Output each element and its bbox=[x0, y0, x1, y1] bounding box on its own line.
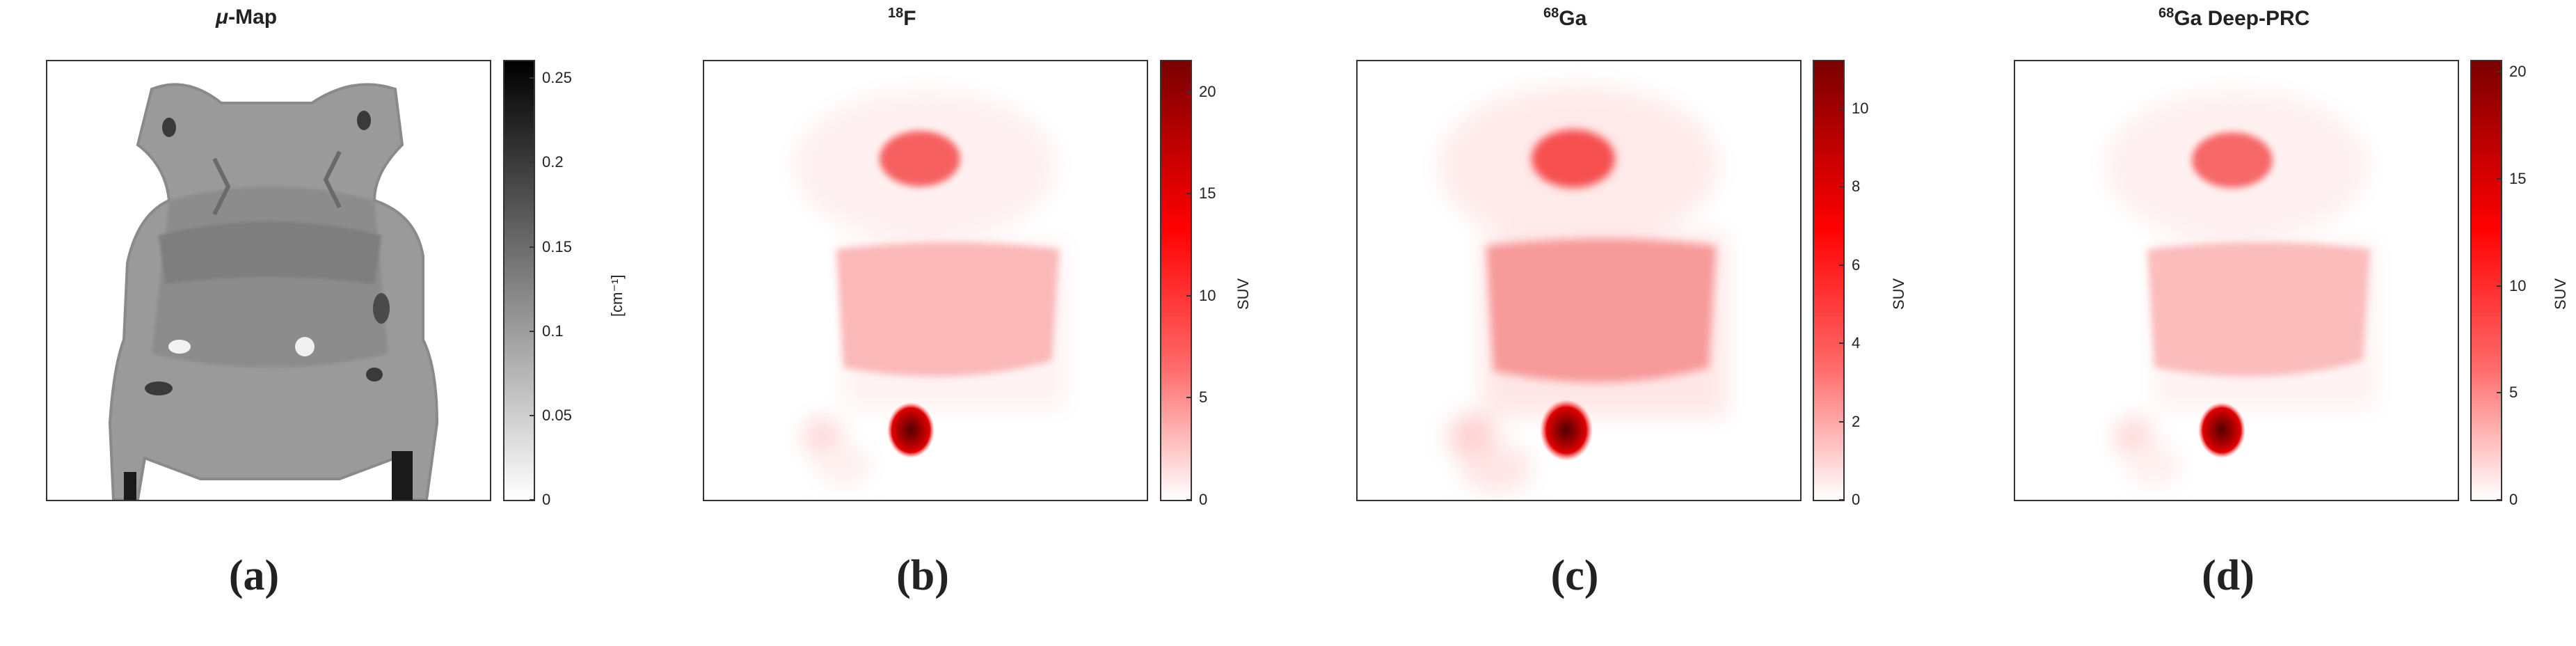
colorbar-b bbox=[1160, 60, 1192, 501]
colorbar-c-tick-label: 8 bbox=[1852, 178, 1861, 195]
panel-c: 68Ga bbox=[1308, 0, 1952, 646]
colorbar-a-tick-label: 0.15 bbox=[542, 237, 572, 255]
colorbar-c-tick-label: 10 bbox=[1852, 99, 1869, 117]
colorbar-b-tick-mark bbox=[1186, 397, 1192, 399]
colorbar-d-tick-label: 10 bbox=[2509, 276, 2527, 294]
colorbar-a-tick-mark bbox=[530, 499, 535, 501]
colorbar-a-tick-label: 0.05 bbox=[542, 406, 572, 424]
colorbar-d-tick-mark bbox=[2497, 285, 2502, 287]
colorbar-a-tick-mark bbox=[530, 246, 535, 248]
colorbar-a-tick-mark bbox=[530, 162, 535, 164]
panel-a: μ-Map 0.25 0.2 0.15 0.1 0.05 0 [cm⁻¹] (a) bbox=[0, 0, 644, 646]
colorbar-a-tick-label: 0.25 bbox=[542, 69, 572, 87]
panel-d-title: 68Ga Deep-PRC bbox=[2158, 6, 2310, 30]
panel-c-label: (c) bbox=[1550, 552, 1599, 599]
colorbar-d-tick-mark bbox=[2497, 392, 2502, 394]
panel-b-title: 18F bbox=[888, 6, 916, 30]
colorbar-a bbox=[503, 60, 535, 501]
colorbar-a-tick-mark bbox=[530, 414, 535, 416]
panel-b-label: (b) bbox=[896, 552, 949, 599]
colorbar-d-tick-mark bbox=[2497, 178, 2502, 180]
panel-c-title: 68Ga bbox=[1543, 6, 1587, 30]
panel-a-label: (a) bbox=[228, 552, 280, 599]
colorbar-a-tick-label: 0.2 bbox=[542, 153, 564, 171]
colorbar-d-tick-label: 20 bbox=[2509, 63, 2527, 81]
colorbar-c-unit-label: SUV bbox=[1890, 278, 1907, 310]
colorbar-c-tick-mark bbox=[1839, 420, 1845, 423]
colorbar-a-tick-label: 0.1 bbox=[542, 322, 564, 340]
colorbar-b-tick-label: 5 bbox=[1199, 388, 1208, 407]
mu-map-image bbox=[46, 60, 491, 501]
ga68-suv-image bbox=[1356, 60, 1802, 501]
colorbar-d-tick-mark bbox=[2497, 499, 2502, 501]
panel-b: 18F bbox=[654, 0, 1298, 646]
colorbar-b-tick-label: 10 bbox=[1199, 286, 1216, 304]
colorbar-d-tick-mark bbox=[2497, 71, 2502, 73]
colorbar-a-tick-mark bbox=[530, 330, 535, 332]
colorbar-d-tick-label: 5 bbox=[2509, 384, 2518, 402]
colorbar-c-tick-mark bbox=[1839, 186, 1845, 187]
colorbar-b-tick-mark bbox=[1186, 499, 1192, 501]
colorbar-d-tick-label: 15 bbox=[2509, 170, 2527, 188]
colorbar-d-tick-label: 0 bbox=[2509, 491, 2518, 508]
colorbar-b-tick-label: 20 bbox=[1199, 82, 1216, 100]
colorbar-c-tick-label: 4 bbox=[1852, 334, 1861, 352]
colorbar-b-tick-label: 0 bbox=[1199, 491, 1208, 508]
colorbar-c-tick-mark bbox=[1839, 342, 1845, 344]
colorbar-a-unit-label: [cm⁻¹] bbox=[608, 274, 626, 317]
colorbar-c-tick-label: 2 bbox=[1852, 412, 1861, 430]
colorbar-c-tick-mark bbox=[1839, 264, 1845, 266]
panel-d: 68Ga Deep-PRC bbox=[1962, 0, 2576, 646]
colorbar-b-unit-label: SUV bbox=[1234, 278, 1252, 310]
colorbar-b-tick-label: 15 bbox=[1199, 184, 1216, 203]
colorbar-b-tick-mark bbox=[1186, 294, 1192, 297]
colorbar-b-tick-mark bbox=[1186, 193, 1192, 195]
colorbar-d bbox=[2470, 60, 2502, 501]
ga68-deep-prc-suv-image bbox=[2014, 60, 2459, 501]
colorbar-b-tick-mark bbox=[1186, 90, 1192, 93]
colorbar-a-tick-mark bbox=[530, 77, 535, 79]
colorbar-c bbox=[1813, 60, 1845, 501]
colorbar-d-unit-label: SUV bbox=[2552, 278, 2569, 310]
colorbar-c-tick-mark bbox=[1839, 499, 1845, 501]
f18-suv-image bbox=[703, 60, 1148, 501]
colorbar-a-tick-label: 0 bbox=[542, 491, 551, 508]
panel-d-label: (d) bbox=[2202, 552, 2255, 599]
colorbar-c-tick-label: 6 bbox=[1852, 255, 1861, 274]
panel-a-title: μ-Map bbox=[216, 6, 278, 29]
colorbar-c-tick-mark bbox=[1839, 107, 1845, 109]
colorbar-c-tick-label: 0 bbox=[1852, 491, 1861, 508]
